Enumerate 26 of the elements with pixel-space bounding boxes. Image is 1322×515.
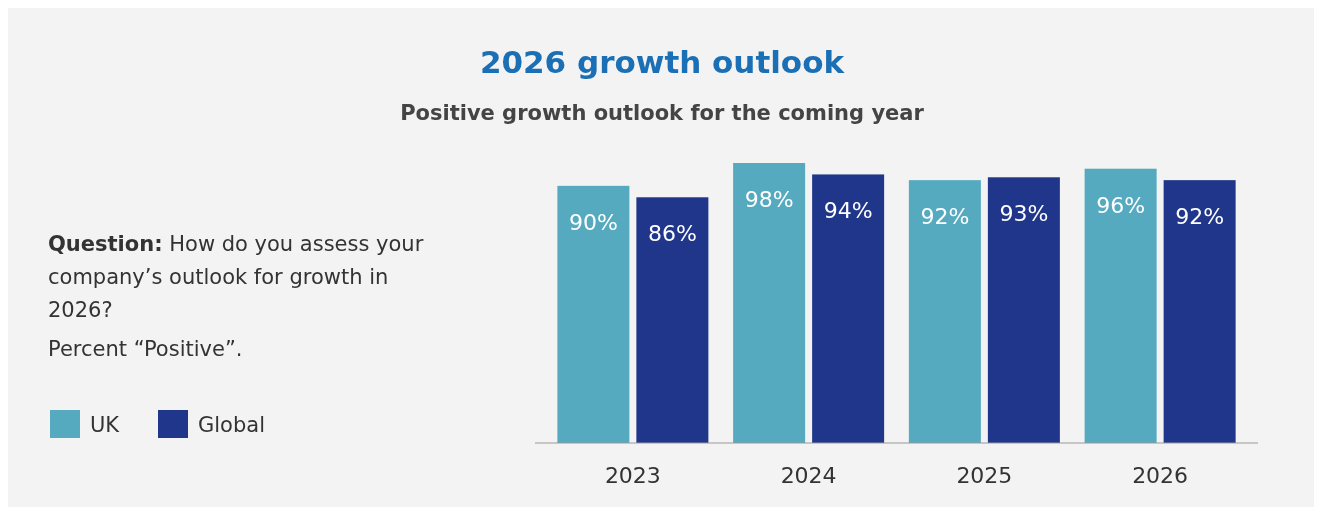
x-tick-label: 2024: [780, 463, 837, 488]
bar: [987, 177, 1060, 443]
data-label: 90%: [568, 209, 618, 235]
bar: [636, 197, 709, 443]
legend-label: UK: [90, 413, 121, 437]
data-label: 96%: [1096, 192, 1146, 218]
data-label: 98%: [744, 187, 794, 212]
bar: [812, 174, 885, 443]
bar: [557, 185, 630, 443]
data-label: 92%: [1175, 204, 1225, 230]
x-tick-label: 2025: [956, 463, 1013, 488]
bar: [733, 163, 806, 443]
legend-label: Global: [198, 413, 265, 437]
text: Percent “Positive”.: [48, 337, 243, 361]
data-label: 86%: [647, 221, 697, 247]
text: Question: How do you assess your company’s outlook for growth in 2026?: [48, 232, 424, 322]
data-label: 94%: [823, 198, 873, 224]
bar: [1163, 180, 1236, 443]
x-tick-label: 2023: [604, 463, 661, 488]
x-tick-label: 2026: [1132, 463, 1189, 488]
bar: [908, 180, 981, 443]
data-label: 92%: [920, 204, 970, 230]
bar: [1084, 168, 1157, 443]
data-label: 93%: [999, 201, 1049, 227]
chart-subtitle: Positive growth outlook for the coming year: [400, 101, 925, 125]
chart-title: 2026 growth outlook: [479, 44, 846, 80]
